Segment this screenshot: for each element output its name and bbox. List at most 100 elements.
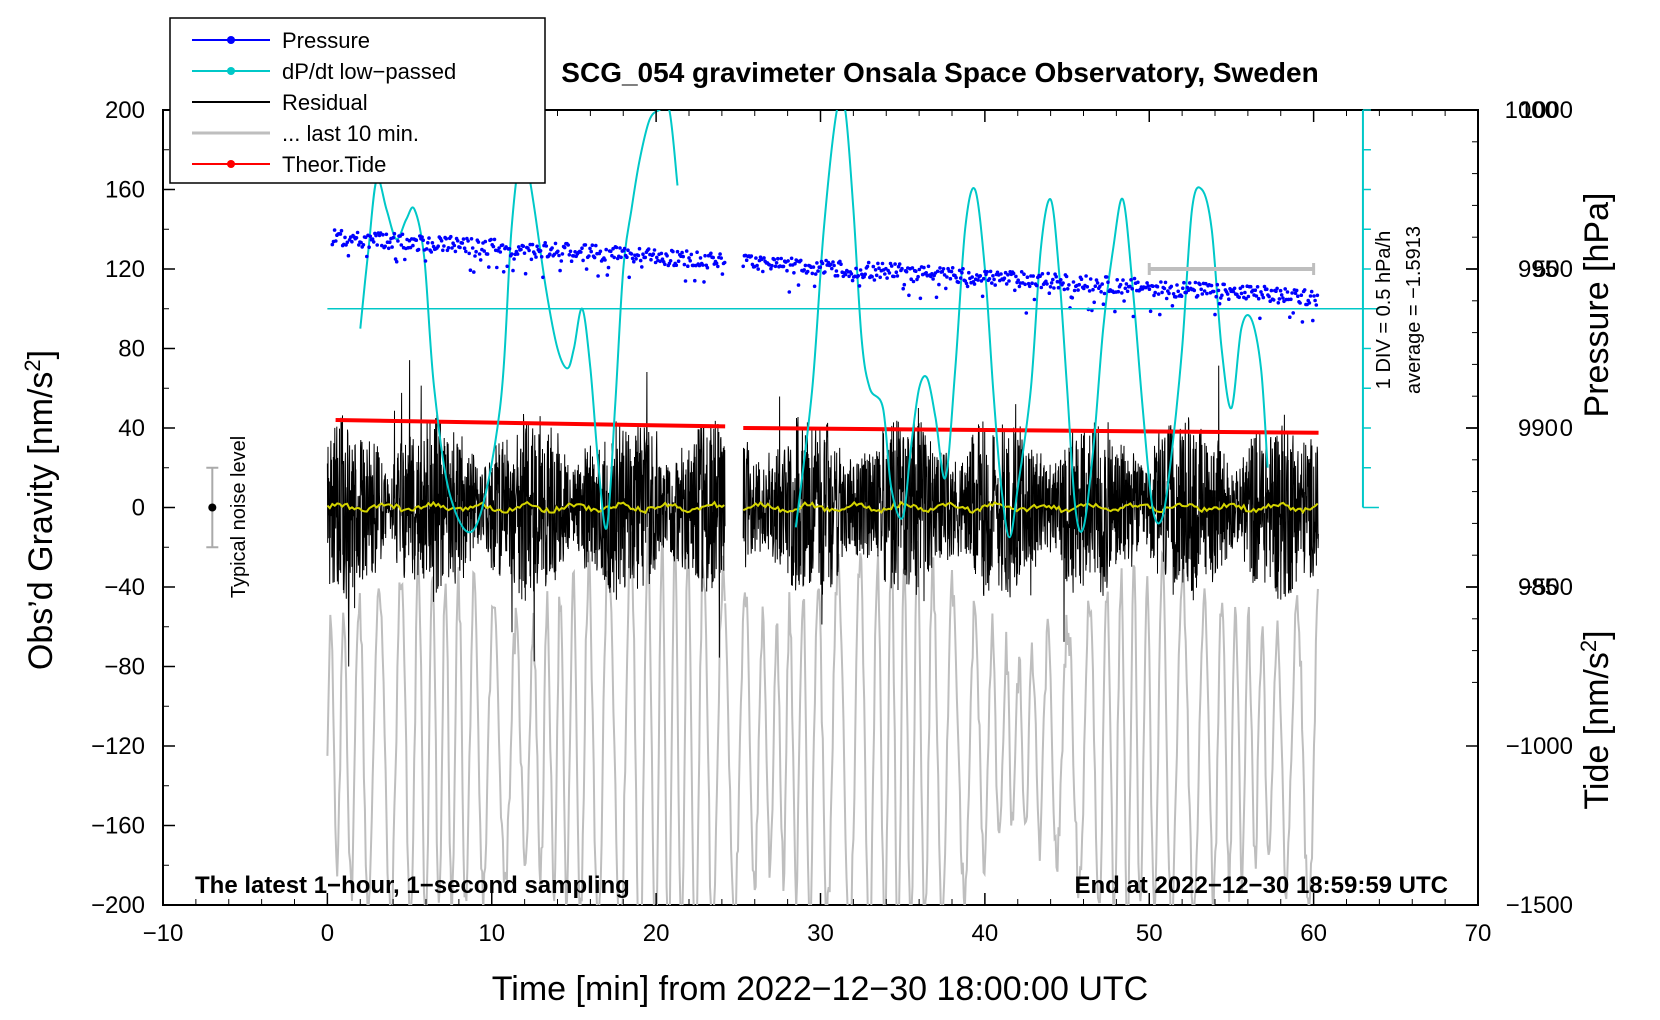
pressure-point — [1100, 282, 1104, 286]
pressure-point — [889, 264, 894, 268]
pressure-point — [779, 256, 783, 261]
pressure-point — [1162, 286, 1167, 291]
pressure-point — [592, 255, 597, 260]
pressure-point — [466, 239, 470, 243]
pressure-point — [1187, 281, 1192, 285]
pressure-point — [1209, 283, 1214, 288]
pressure-point — [769, 266, 773, 271]
pressure-point — [680, 250, 684, 255]
pressure-point — [550, 246, 554, 250]
pressure-point — [1182, 280, 1186, 285]
pressure-point — [1313, 298, 1317, 303]
pressure-point — [1118, 282, 1123, 287]
pressure-point — [1052, 286, 1056, 290]
pressure-point — [411, 243, 415, 248]
pressure-point — [1185, 285, 1190, 290]
pressure-point — [1136, 280, 1140, 285]
axes: −10 0 10 20 30 40 50 60 70 −200 −160 −120 −80 −40 0 40 8… — [91, 97, 1573, 947]
pressure-point — [590, 243, 595, 247]
pressure-point — [618, 246, 622, 250]
pressure-point — [818, 265, 823, 270]
pressure-point — [981, 276, 986, 281]
pressure-point — [871, 264, 876, 269]
pressure-point — [580, 246, 584, 250]
pressure-point — [979, 279, 984, 283]
pressure-point — [512, 257, 516, 261]
pressure-point — [604, 247, 608, 252]
pressure-point — [470, 246, 475, 250]
pressure-point — [638, 258, 643, 263]
pressure-point — [1184, 290, 1188, 295]
pressure-point — [1202, 289, 1207, 293]
pressure-point — [703, 253, 707, 258]
pressure-point — [426, 241, 430, 245]
pressure-point — [556, 249, 560, 254]
pressure-point — [681, 254, 685, 259]
pressure-point — [744, 258, 749, 263]
pressure-point — [408, 245, 413, 250]
pressure-point — [505, 264, 510, 269]
pressure-point — [489, 237, 493, 242]
pressure-point — [442, 244, 446, 248]
pressure-point — [835, 273, 840, 278]
pressure-point — [497, 246, 501, 250]
pressure-point — [1039, 285, 1044, 290]
pressure-point — [918, 296, 923, 301]
last-10-min-bar — [1147, 263, 1316, 275]
legend-label: Residual — [282, 90, 368, 115]
pressure-point — [1169, 284, 1174, 289]
pressure-point — [1106, 280, 1110, 285]
pressure-point — [354, 236, 359, 240]
pressure-point — [907, 293, 911, 298]
pressure-point — [343, 235, 347, 240]
pressure-point — [1147, 287, 1152, 292]
pressure-point — [924, 271, 928, 275]
pressure-point — [787, 290, 792, 294]
pressure-point — [1076, 288, 1080, 292]
pressure-point — [709, 251, 713, 256]
pressure-point — [485, 252, 490, 256]
pressure-point — [1291, 311, 1295, 315]
dpdt-line-late — [794, 110, 1269, 539]
pressure-point — [1124, 282, 1129, 286]
pressure-point — [668, 259, 673, 263]
pressure-point — [365, 254, 369, 259]
x-axis-title: Time [min] from 2022−12−30 18:00:00 UTC — [492, 970, 1148, 1008]
pressure-point — [566, 243, 570, 247]
pressure-point — [472, 270, 476, 274]
pressure-point — [573, 250, 577, 254]
pressure-point — [634, 257, 638, 261]
pressure-point — [1158, 312, 1162, 317]
pressure-point — [937, 282, 941, 287]
pressure-point — [904, 269, 909, 274]
last-10-min-line — [724, 540, 1319, 905]
pressure-point — [359, 240, 363, 245]
pressure-point — [1255, 285, 1260, 289]
pressure-point — [785, 268, 789, 273]
legend: Pressure dP/dt low−passed Residual ... last… — [169, 17, 546, 184]
y-tick-label: −40 — [104, 574, 145, 601]
pressure-point — [652, 248, 657, 252]
pressure-point — [1288, 315, 1292, 320]
pressure-point — [839, 262, 843, 267]
pressure-point — [1167, 291, 1171, 296]
pressure-point — [625, 255, 629, 259]
pressure-point — [1030, 281, 1034, 286]
pressure-point — [883, 272, 887, 276]
pressure-point — [674, 263, 679, 268]
pressure-point — [637, 246, 642, 251]
pressure-point — [720, 272, 725, 276]
legend-box — [169, 17, 546, 184]
pressure-point — [1163, 280, 1168, 285]
pressure-point — [655, 255, 659, 260]
pressure-point — [1002, 276, 1007, 281]
pressure-point — [522, 251, 527, 255]
tide-tick-label: 0 — [1560, 415, 1573, 442]
pressure-point — [1212, 289, 1216, 294]
pressure-point — [1054, 274, 1058, 279]
pressure-point — [1120, 291, 1124, 295]
pressure-point — [831, 260, 835, 264]
pressure-point — [992, 277, 996, 282]
pressure-point — [965, 284, 970, 289]
pressure-point — [330, 242, 335, 247]
